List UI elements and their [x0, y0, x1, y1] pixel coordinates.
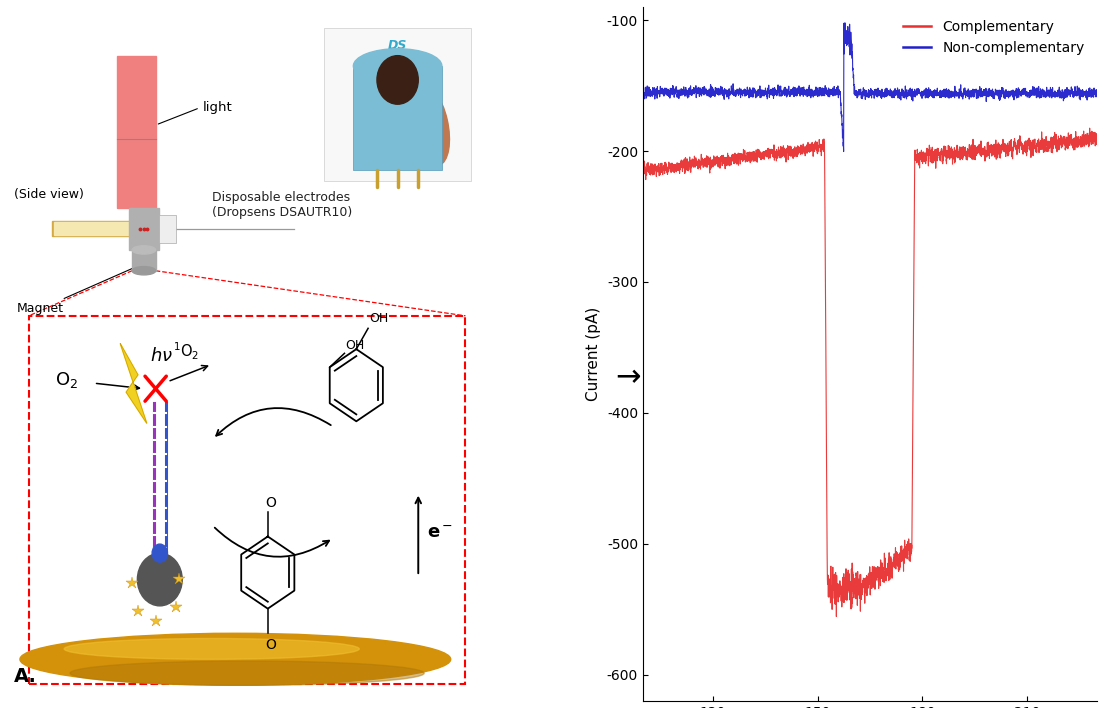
Text: $\rightarrow$: $\rightarrow$ [611, 361, 642, 389]
Text: Disposable electrodes
(Dropsens DSAUTR10): Disposable electrodes (Dropsens DSAUTR10… [212, 191, 352, 219]
Text: A.: A. [14, 667, 37, 686]
Ellipse shape [377, 56, 419, 104]
Bar [29, 316, 465, 684]
Circle shape [152, 544, 167, 562]
Text: (Side view): (Side view) [14, 188, 84, 201]
Y-axis label: Current (pA): Current (pA) [586, 307, 602, 401]
Ellipse shape [20, 633, 451, 685]
Text: O: O [265, 496, 276, 510]
Text: OH: OH [369, 312, 389, 325]
Text: e$^-$: e$^-$ [427, 524, 453, 542]
Bar [158, 215, 176, 243]
Polygon shape [121, 343, 147, 423]
Bar [353, 66, 442, 170]
Ellipse shape [411, 84, 450, 166]
Bar [324, 28, 471, 181]
Ellipse shape [132, 267, 155, 275]
Bar [130, 208, 158, 250]
Text: light: light [203, 101, 233, 114]
Text: O$_2$: O$_2$ [55, 370, 79, 390]
Ellipse shape [132, 246, 155, 254]
Text: Magnet: Magnet [17, 268, 133, 315]
Text: DS: DS [388, 39, 408, 52]
Bar [117, 56, 155, 208]
Ellipse shape [70, 661, 424, 685]
Ellipse shape [64, 639, 359, 659]
Bar [53, 222, 170, 234]
Text: $h\nu$: $h\nu$ [150, 347, 173, 365]
Legend: Complementary, Non-complementary: Complementary, Non-complementary [897, 14, 1090, 60]
Bar [52, 221, 171, 236]
Text: O: O [265, 638, 276, 652]
Text: $^1$O$_2$: $^1$O$_2$ [173, 341, 199, 362]
Text: OH: OH [346, 339, 365, 352]
Circle shape [137, 553, 182, 606]
Ellipse shape [353, 49, 442, 84]
Bar [132, 250, 155, 270]
